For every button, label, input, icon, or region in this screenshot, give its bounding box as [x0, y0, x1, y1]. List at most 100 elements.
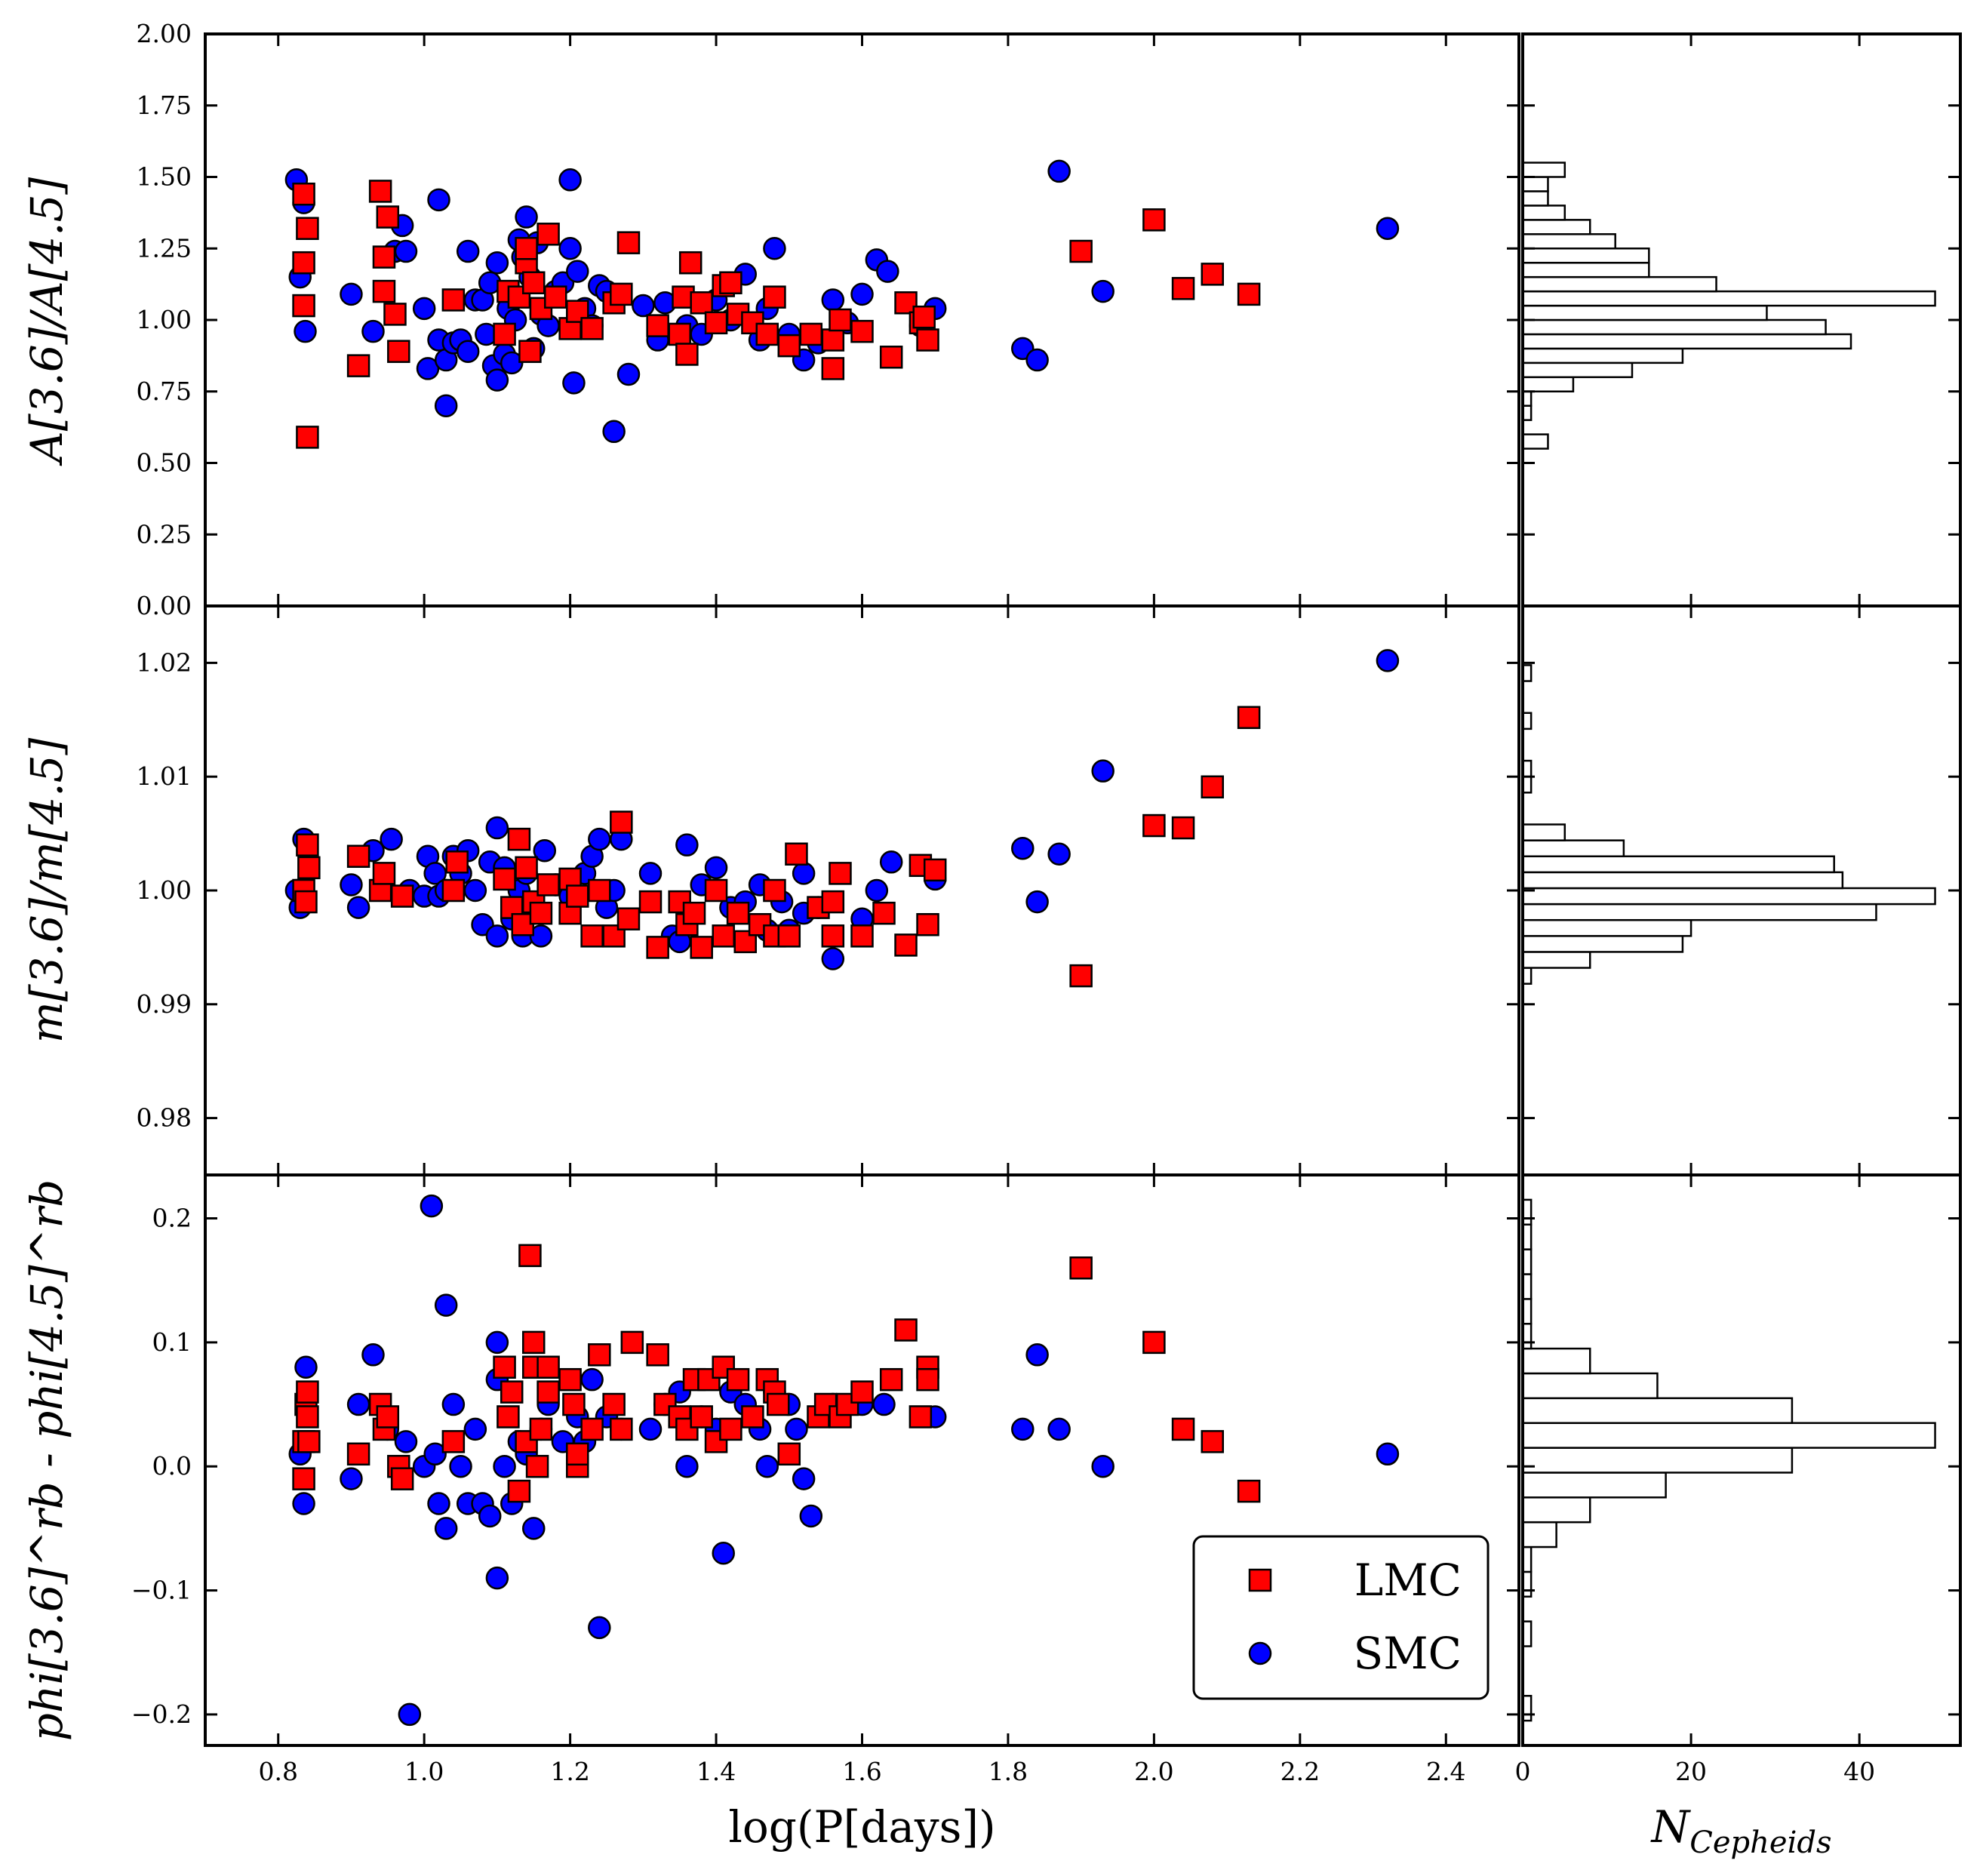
- smc-data-point: [821, 947, 845, 970]
- histogram-bar: [1521, 918, 1692, 937]
- smc-data-point: [427, 1492, 450, 1515]
- lmc-data-point: [558, 1367, 582, 1392]
- y-tick-label: 0.50: [137, 448, 192, 478]
- smc-data-point: [562, 371, 586, 395]
- smc-data-point: [485, 368, 509, 392]
- lmc-data-point: [518, 340, 542, 363]
- lmc-data-point: [346, 354, 370, 377]
- labels-layer: 0.000.250.500.751.001.251.501.752.000.98…: [21, 19, 1875, 1860]
- histogram-bar: [1521, 176, 1549, 192]
- smc-data-point: [792, 862, 816, 885]
- smc-data-point: [485, 1566, 509, 1590]
- smc-data-point: [632, 294, 655, 318]
- y-tick-label: 1.75: [137, 91, 192, 120]
- lmc-data-point: [390, 884, 414, 908]
- histogram-bar: [1521, 839, 1625, 858]
- lmc-data-point: [763, 285, 786, 309]
- smc-data-point: [602, 420, 626, 444]
- histogram-bar: [1521, 871, 1844, 890]
- smc-data-point: [638, 862, 663, 885]
- lmc-data-point: [296, 426, 319, 449]
- lmc-data-point: [646, 314, 669, 337]
- smc-data-point: [1091, 1454, 1114, 1478]
- histogram-bar: [1521, 823, 1566, 841]
- histogram-bar: [1521, 304, 1768, 321]
- lmc-data-point: [690, 936, 713, 959]
- lmc-data-point: [580, 924, 604, 948]
- smc-data-point: [533, 838, 557, 863]
- lmc-data-point: [580, 1417, 604, 1441]
- smc-data-point: [616, 362, 641, 386]
- y-tick-label: 0.75: [137, 377, 192, 406]
- histogram-bar: [1521, 190, 1549, 207]
- lmc-data-point: [493, 1355, 516, 1379]
- histogram-bar: [1521, 1472, 1667, 1499]
- lmc-data-point: [1237, 706, 1261, 730]
- x-tick-label: 0.8: [258, 1757, 297, 1786]
- lmc-data-point: [777, 1442, 801, 1466]
- lmc-data-point: [741, 1405, 764, 1429]
- histogram-bar: [1521, 935, 1684, 953]
- x-tick-label: 2.2: [1280, 1757, 1320, 1786]
- ticks-layer: [205, 32, 1960, 1745]
- lmc-data-point: [346, 844, 370, 869]
- y-tick-label: −0.1: [131, 1576, 192, 1605]
- main-panel-frame: [204, 1173, 1520, 1747]
- smc-data-point: [799, 1504, 823, 1528]
- smc-data-point: [1047, 842, 1071, 866]
- smc-data-point: [434, 1517, 458, 1540]
- lmc-data-point: [566, 1442, 589, 1466]
- lmc-data-point: [916, 328, 939, 352]
- smc-data-point: [346, 1392, 370, 1416]
- histogram-axis-label: NCepheids: [1650, 1801, 1832, 1860]
- lmc-data-point: [719, 271, 742, 294]
- lmc-data-point: [544, 285, 567, 309]
- histogram-bar: [1521, 433, 1549, 450]
- lmc-data-point: [292, 1467, 315, 1490]
- lmc-data-point: [908, 1405, 933, 1429]
- smc-data-point: [434, 1293, 458, 1317]
- lmc-data-point: [704, 878, 728, 903]
- lmc-data-point: [1201, 263, 1225, 286]
- smc-data-point: [380, 827, 403, 851]
- smc-data-point: [463, 878, 487, 903]
- smc-data-point: [1091, 279, 1114, 303]
- histogram-bar: [1521, 261, 1650, 278]
- lmc-data-point: [515, 1430, 538, 1453]
- smc-data-point: [588, 827, 611, 851]
- legend-label: LMC: [1354, 1555, 1462, 1606]
- lmc-data-point: [372, 245, 396, 269]
- lmc-data-point: [610, 1417, 633, 1441]
- smc-data-point: [398, 1702, 422, 1727]
- lmc-data-point: [529, 1417, 553, 1441]
- smc-data-point: [456, 340, 480, 363]
- lmc-data-point: [646, 936, 669, 959]
- smc-data-point: [294, 1355, 318, 1379]
- smc-data-point: [394, 1430, 418, 1453]
- smc-data-point: [361, 1343, 385, 1367]
- lmc-data-point: [390, 1467, 414, 1490]
- smc-data-point: [785, 1417, 808, 1441]
- smc-data-point: [675, 1454, 699, 1478]
- lmc-data-point: [668, 322, 691, 346]
- smc-data-point: [1011, 836, 1035, 860]
- smc-data-point: [704, 856, 728, 880]
- smc-data-point: [675, 833, 699, 857]
- lmc-data-point: [383, 303, 407, 326]
- lmc-data-point: [704, 311, 728, 335]
- lmc-data-point: [850, 1380, 874, 1404]
- lmc-data-point: [879, 346, 903, 369]
- histogram-bar: [1521, 1347, 1591, 1375]
- histogram-bar: [1521, 1447, 1794, 1474]
- y-axis-label: A[3.6]/A[4.5]: [21, 177, 72, 466]
- histogram-bar: [1521, 318, 1827, 336]
- lmc-data-point: [292, 251, 315, 275]
- lmc-data-point: [376, 205, 400, 229]
- histogram-bar: [1521, 275, 1717, 293]
- lmc-data-point: [777, 334, 801, 358]
- smc-data-point: [558, 168, 582, 192]
- histogram-bar: [1521, 205, 1566, 221]
- histogram-bar: [1521, 1422, 1936, 1449]
- lmc-data-point: [821, 924, 845, 948]
